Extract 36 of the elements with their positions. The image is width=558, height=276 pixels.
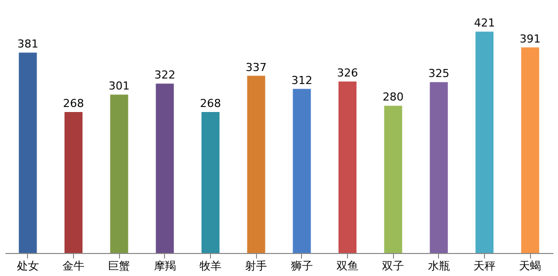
x-tick-label: 处女 xyxy=(16,260,39,272)
x-tick-label: 双子 xyxy=(382,260,404,272)
data-label: 312 xyxy=(291,74,312,87)
x-tick-label: 天秤 xyxy=(474,260,496,272)
bar xyxy=(292,88,311,253)
bar xyxy=(247,76,266,253)
bar xyxy=(430,82,448,253)
x-tick-label: 巨蟹 xyxy=(108,260,130,272)
bar xyxy=(18,52,37,253)
data-label: 326 xyxy=(337,66,358,80)
x-tick-label: 射手 xyxy=(245,260,268,272)
bar xyxy=(202,112,220,253)
x-tick-label: 水瓶 xyxy=(428,260,450,272)
x-tick-label: 摩羯 xyxy=(154,260,176,272)
x-tick-label: 天蝎 xyxy=(519,260,542,272)
bar xyxy=(521,47,540,253)
bar xyxy=(64,112,82,253)
data-label: 381 xyxy=(17,38,38,51)
data-label: 301 xyxy=(108,80,130,93)
data-label: 268 xyxy=(200,97,221,110)
data-label: 325 xyxy=(428,67,450,80)
data-label: 268 xyxy=(63,97,84,110)
x-tick-label: 狮子 xyxy=(290,260,313,272)
x-tick-label: 牧羊 xyxy=(200,260,222,272)
bar xyxy=(338,82,356,253)
bar xyxy=(110,94,128,253)
x-tick-label: 双鱼 xyxy=(336,260,358,272)
bar xyxy=(156,84,174,253)
data-label: 391 xyxy=(520,32,541,46)
data-label: 421 xyxy=(474,16,495,30)
bar xyxy=(476,32,494,253)
data-label: 337 xyxy=(246,60,267,74)
x-tick-label: 金牛 xyxy=(62,260,84,272)
bar xyxy=(384,106,402,253)
data-label: 322 xyxy=(154,68,176,82)
data-label: 280 xyxy=(382,90,404,104)
